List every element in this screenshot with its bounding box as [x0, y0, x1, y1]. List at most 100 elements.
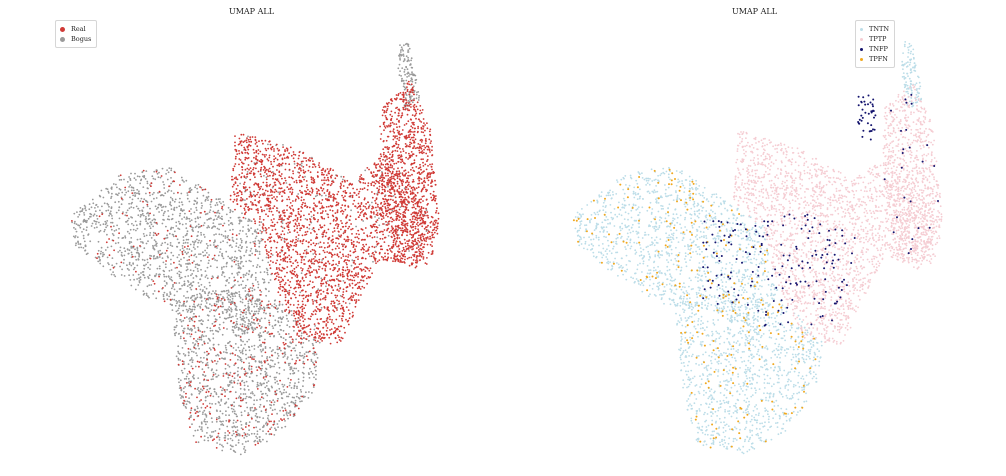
point-bogus — [184, 234, 187, 237]
point-bogus — [409, 73, 411, 76]
point-real — [279, 175, 282, 178]
point-real — [254, 182, 257, 185]
point-real — [353, 299, 356, 302]
point-real — [316, 192, 318, 195]
point-real — [305, 180, 308, 182]
point-bogus — [138, 193, 141, 196]
point-bogus — [301, 354, 304, 357]
point-bogus — [164, 263, 167, 266]
point-bogus — [154, 178, 157, 181]
point-bogus — [215, 369, 218, 372]
point-real — [300, 199, 303, 202]
point-real — [354, 250, 357, 253]
point-real — [315, 300, 317, 302]
point-real — [349, 274, 352, 277]
point-bogus — [230, 308, 233, 311]
point-real — [351, 227, 354, 230]
point-real — [269, 267, 272, 270]
point-real — [293, 273, 295, 276]
point-bogus — [402, 55, 405, 57]
point-real — [246, 188, 249, 191]
point-bogus — [177, 359, 180, 361]
point-real — [288, 176, 291, 179]
point-real — [423, 238, 425, 241]
point-real — [246, 151, 249, 154]
point-real — [283, 181, 285, 184]
point-real — [366, 188, 369, 191]
point-bogus — [246, 406, 249, 409]
point-bogus — [311, 342, 314, 345]
point-real — [354, 305, 357, 308]
point-real — [330, 328, 333, 330]
point-bogus — [407, 51, 409, 53]
point-real — [387, 190, 389, 193]
point-real — [331, 235, 334, 237]
point-bogus — [243, 410, 246, 412]
point-real — [300, 191, 302, 194]
point-bogus — [233, 380, 235, 383]
point-bogus — [132, 189, 135, 192]
point-bogus — [251, 294, 254, 297]
point-real — [332, 305, 334, 307]
point-real — [421, 225, 424, 228]
point-bogus — [146, 285, 149, 288]
point-real — [347, 256, 349, 258]
point-real — [376, 173, 378, 176]
point-bogus — [418, 95, 420, 97]
point-bogus — [143, 174, 146, 177]
point-bogus — [260, 384, 263, 387]
point-bogus — [281, 237, 284, 239]
point-bogus — [203, 418, 206, 421]
point-real — [380, 248, 382, 251]
point-real — [294, 166, 296, 169]
point-bogus — [227, 376, 230, 379]
point-bogus — [186, 230, 189, 233]
point-real — [276, 209, 278, 212]
point-bogus — [269, 375, 272, 378]
point-real — [309, 274, 312, 277]
point-bogus — [181, 305, 183, 307]
point-real — [284, 252, 287, 254]
point-bogus — [203, 409, 206, 412]
point-bogus — [227, 255, 230, 258]
point-real — [375, 229, 378, 232]
point-bogus — [177, 377, 180, 380]
point-real — [422, 256, 425, 258]
point-bogus — [136, 238, 139, 241]
point-bogus — [198, 425, 201, 428]
point-bogus — [266, 273, 269, 276]
point-bogus — [256, 433, 259, 435]
point-real — [303, 198, 305, 201]
point-bogus — [262, 397, 265, 400]
point-real — [288, 152, 290, 155]
point-real — [371, 236, 374, 239]
point-bogus — [200, 234, 203, 236]
point-bogus — [240, 427, 243, 429]
point-bogus — [200, 283, 203, 286]
point-bogus — [235, 313, 238, 315]
point-bogus — [190, 414, 193, 417]
point-real — [319, 224, 321, 227]
point-bogus — [218, 212, 221, 215]
point-real — [246, 175, 249, 178]
point-bogus — [183, 327, 185, 330]
point-real — [301, 313, 303, 316]
point-real — [246, 167, 249, 170]
point-bogus — [283, 369, 286, 371]
point-bogus — [140, 272, 142, 274]
point-bogus — [177, 242, 180, 244]
point-bogus — [161, 209, 163, 212]
point-bogus — [197, 282, 200, 284]
point-bogus — [186, 259, 189, 262]
point-real — [329, 167, 332, 170]
point-bogus — [147, 240, 149, 243]
point-real — [297, 286, 300, 289]
point-real — [267, 175, 269, 178]
point-real — [342, 196, 345, 199]
point-real — [394, 200, 397, 203]
point-bogus — [179, 301, 182, 304]
point-bogus — [116, 224, 118, 227]
point-bogus — [179, 335, 182, 338]
point-real — [273, 225, 275, 228]
point-bogus — [227, 317, 230, 319]
